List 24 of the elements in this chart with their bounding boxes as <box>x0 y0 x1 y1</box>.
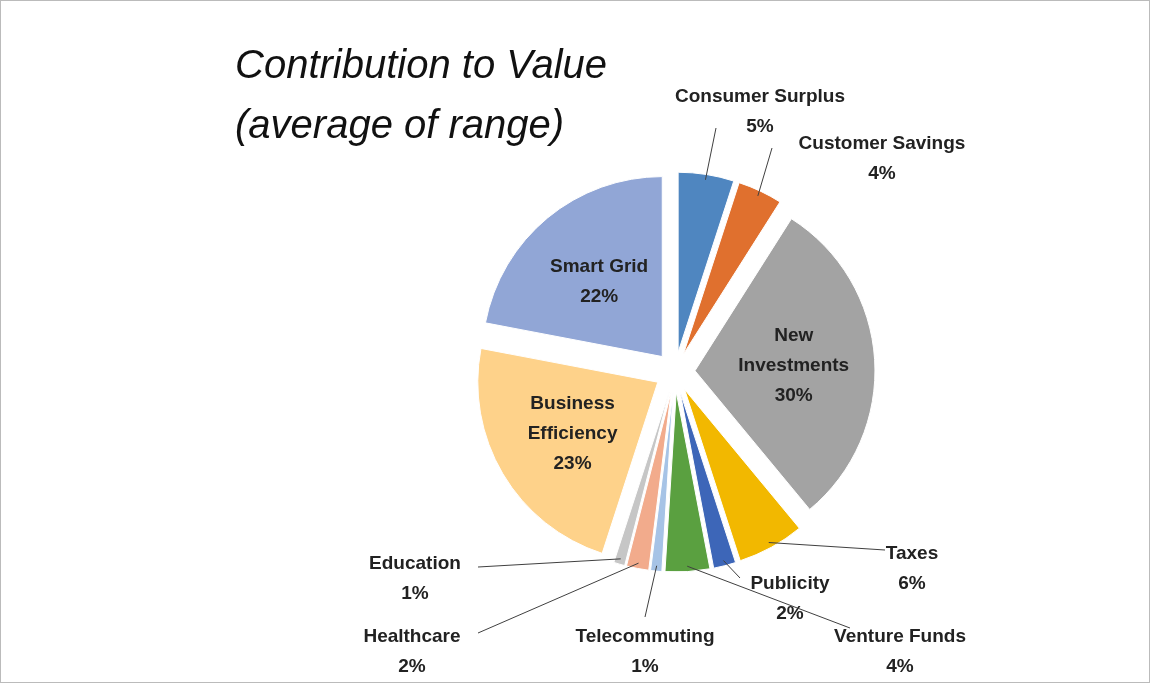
slice-label: New Investments <box>738 324 850 376</box>
slice-label: Telecommuting <box>575 624 715 646</box>
slice-label: Customer Savings <box>798 131 966 153</box>
slice-label: Publicity <box>750 571 831 593</box>
chart-subtitle: (average of range) <box>235 102 565 146</box>
data-label: 5% <box>746 114 774 136</box>
slice-label: Consumer Surplus <box>675 84 845 106</box>
data-label: 4% <box>868 161 896 183</box>
chart-title: Contribution to Value <box>235 42 608 86</box>
data-label: 1% <box>401 581 429 603</box>
data-label: 23% <box>553 452 592 474</box>
data-label: 6% <box>898 571 926 593</box>
slice-label: Business Efficiency <box>527 392 618 444</box>
slice-label: Venture Funds <box>834 624 966 646</box>
data-label: 22% <box>580 284 619 306</box>
slice-label: Education <box>369 551 461 573</box>
data-label: 1% <box>631 654 659 676</box>
data-label: 2% <box>398 654 426 676</box>
data-label: 4% <box>886 654 914 676</box>
slice-label: Taxes <box>885 541 939 563</box>
data-label: 2% <box>776 601 804 623</box>
slice-label: Healthcare <box>363 624 461 646</box>
data-label: 30% <box>774 384 813 406</box>
slice-label: Smart Grid <box>550 254 649 276</box>
